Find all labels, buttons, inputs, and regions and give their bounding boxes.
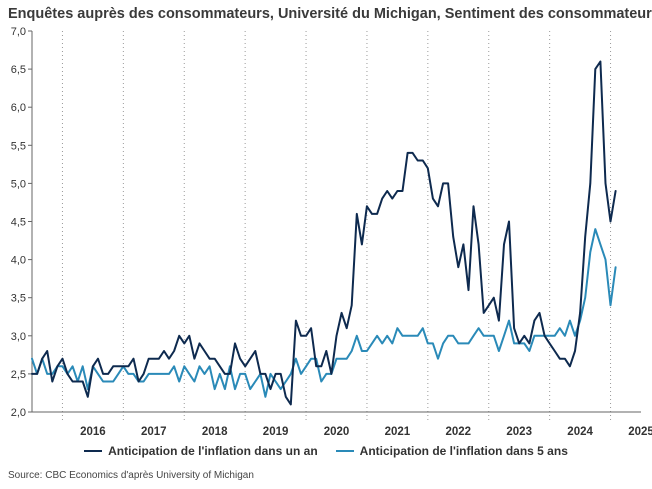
y-tick-label: 6,5 <box>11 64 26 76</box>
y-tick-label: 2,0 <box>11 407 26 419</box>
legend-label-5y: Anticipation de l'inflation dans 5 ans <box>359 444 568 458</box>
legend-swatch-1y <box>84 450 103 452</box>
legend-label-1y: Anticipation de l'inflation dans un an <box>108 444 318 458</box>
x-tick-label: 2016 <box>80 426 106 438</box>
y-tick-label: 4,5 <box>11 217 26 229</box>
source-note: Source: CBC Economics d'après University… <box>8 470 254 481</box>
y-tick-label: 5,0 <box>11 178 26 190</box>
y-tick-label: 4,0 <box>11 255 26 267</box>
y-tick-label: 7,0 <box>11 26 26 38</box>
x-tick-label: 2018 <box>202 426 228 438</box>
x-tick-label: 2025 <box>628 426 652 438</box>
legend-item-5y: Anticipation de l'inflation dans 5 ans <box>335 444 568 458</box>
y-tick-label: 3,0 <box>11 331 26 343</box>
y-tick-label: 2,5 <box>11 369 26 381</box>
legend-item-1y: Anticipation de l'inflation dans un an <box>84 444 318 458</box>
x-tick-label: 2022 <box>446 426 472 438</box>
chart-legend: Anticipation de l'inflation dans un an A… <box>0 444 652 458</box>
series-line-5y <box>31 228 617 398</box>
y-tick-label: 6,0 <box>11 102 26 114</box>
chart-title: Enquêtes auprès des consommateurs, Unive… <box>8 6 652 22</box>
x-tick-label: 2020 <box>324 426 350 438</box>
x-tick-label: 2019 <box>263 426 289 438</box>
x-tick-label: 2023 <box>506 426 532 438</box>
y-tick-label: 3,5 <box>11 293 26 305</box>
x-tick-label: 2024 <box>567 426 593 438</box>
series-line-1y <box>31 60 617 406</box>
x-tick-label: 2017 <box>141 426 167 438</box>
x-tick-label: 2021 <box>385 426 411 438</box>
legend-swatch-5y <box>335 450 354 452</box>
y-tick-label: 5,5 <box>11 140 26 152</box>
